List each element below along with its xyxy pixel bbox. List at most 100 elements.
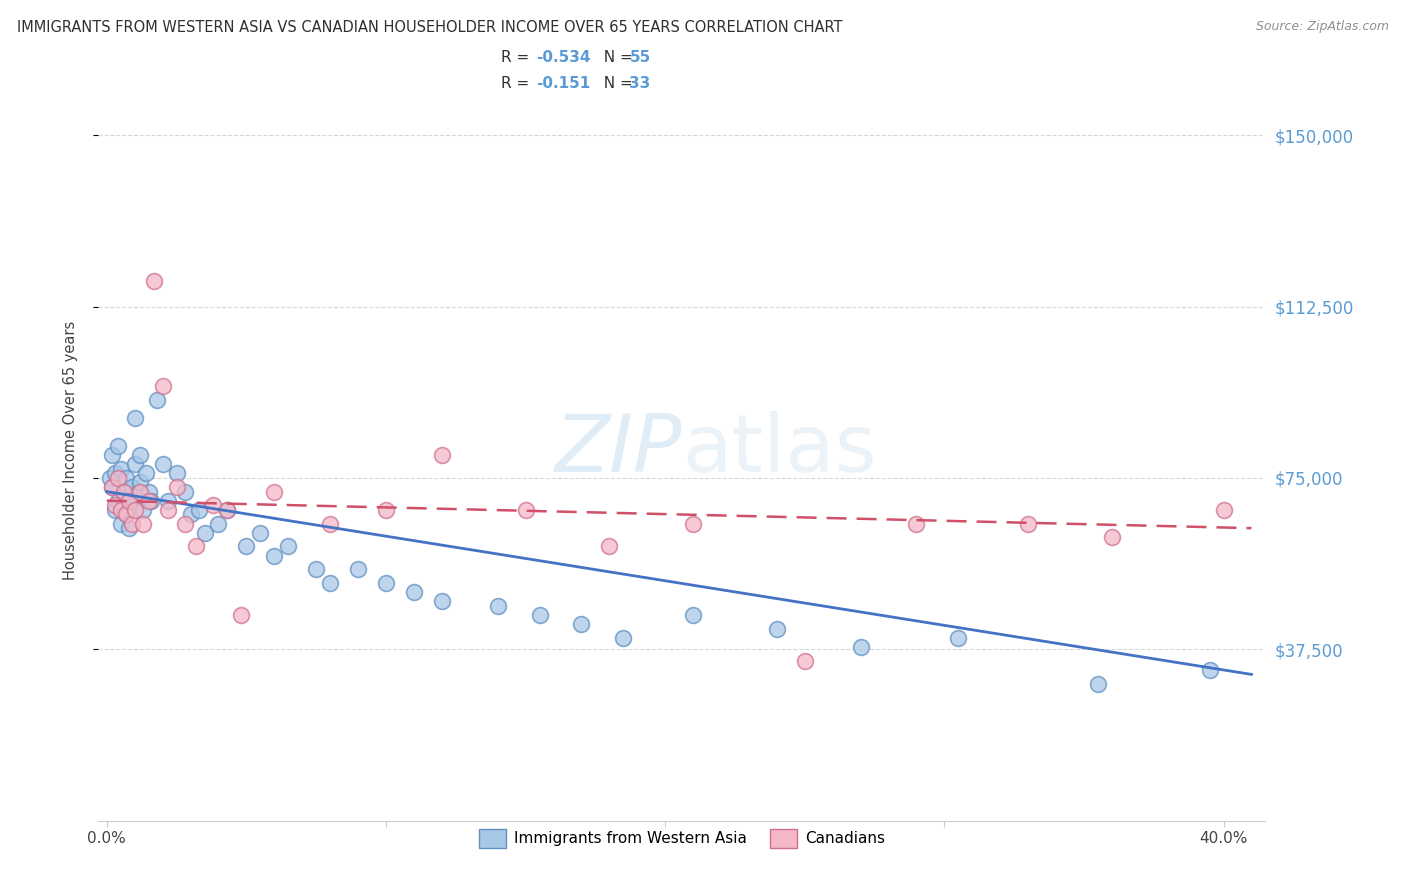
Point — [948, 631, 970, 645]
Point — [612, 631, 634, 645]
Point — [682, 516, 704, 531]
Point — [112, 484, 135, 499]
Point — [110, 461, 132, 475]
Point — [515, 503, 537, 517]
Point — [598, 540, 620, 554]
Point — [104, 467, 127, 481]
Point — [319, 516, 342, 531]
Legend: Immigrants from Western Asia, Canadians: Immigrants from Western Asia, Canadians — [472, 822, 891, 854]
Text: 33: 33 — [630, 77, 651, 91]
Point — [1212, 503, 1234, 517]
Point — [138, 484, 160, 499]
Point — [305, 562, 328, 576]
Point — [402, 585, 425, 599]
Point — [107, 471, 129, 485]
Point — [166, 467, 188, 481]
Point — [101, 480, 124, 494]
Point — [157, 493, 180, 508]
Point — [127, 484, 149, 499]
Point — [101, 480, 124, 494]
Point — [263, 549, 285, 563]
Point — [132, 516, 155, 531]
Point — [146, 393, 169, 408]
Point — [1017, 516, 1039, 531]
Point — [121, 480, 143, 494]
Point — [107, 439, 129, 453]
Point — [277, 540, 299, 554]
Point — [529, 607, 551, 622]
Point — [115, 508, 138, 522]
Point — [129, 448, 152, 462]
Point — [180, 508, 202, 522]
Point — [124, 503, 146, 517]
Point — [229, 607, 252, 622]
Point — [215, 503, 238, 517]
Point — [129, 484, 152, 499]
Text: 55: 55 — [630, 51, 651, 65]
Point — [571, 617, 593, 632]
Point — [132, 503, 155, 517]
Point — [201, 498, 224, 512]
Point — [1198, 663, 1220, 677]
Point — [110, 503, 132, 517]
Point — [104, 503, 127, 517]
Point — [166, 480, 188, 494]
Point — [110, 516, 132, 531]
Y-axis label: Householder Income Over 65 years: Householder Income Over 65 years — [63, 321, 77, 580]
Text: N =: N = — [595, 77, 638, 91]
Point — [129, 475, 152, 490]
Point — [486, 599, 509, 613]
Point — [115, 471, 138, 485]
Text: atlas: atlas — [682, 411, 876, 490]
Point — [115, 508, 138, 522]
Point — [174, 516, 197, 531]
Point — [101, 448, 124, 462]
Point — [141, 493, 163, 508]
Point — [207, 516, 229, 531]
Text: IMMIGRANTS FROM WESTERN ASIA VS CANADIAN HOUSEHOLDER INCOME OVER 65 YEARS CORREL: IMMIGRANTS FROM WESTERN ASIA VS CANADIAN… — [17, 20, 842, 35]
Text: Source: ZipAtlas.com: Source: ZipAtlas.com — [1256, 20, 1389, 33]
Point — [184, 540, 207, 554]
Point — [107, 493, 129, 508]
Text: -0.534: -0.534 — [536, 51, 591, 65]
Point — [152, 379, 174, 393]
Text: N =: N = — [595, 51, 638, 65]
Point — [849, 640, 872, 654]
Text: R =: R = — [501, 77, 534, 91]
Point — [347, 562, 370, 576]
Point — [157, 503, 180, 517]
Point — [124, 411, 146, 425]
Point — [375, 503, 398, 517]
Point — [135, 467, 157, 481]
Point — [263, 484, 285, 499]
Point — [1087, 676, 1109, 690]
Point — [682, 607, 704, 622]
Point — [187, 503, 209, 517]
Point — [121, 516, 143, 531]
Point — [1101, 530, 1123, 544]
Point — [430, 448, 453, 462]
Point — [118, 489, 141, 503]
Point — [124, 457, 146, 471]
Point — [138, 493, 160, 508]
Point — [235, 540, 257, 554]
Point — [118, 493, 141, 508]
Point — [249, 525, 271, 540]
Point — [766, 622, 789, 636]
Point — [112, 484, 135, 499]
Point — [174, 484, 197, 499]
Point — [112, 498, 135, 512]
Text: ZIP: ZIP — [554, 411, 682, 490]
Point — [152, 457, 174, 471]
Point — [375, 576, 398, 591]
Point — [104, 498, 127, 512]
Text: -0.151: -0.151 — [536, 77, 591, 91]
Point — [430, 594, 453, 608]
Text: R =: R = — [501, 51, 534, 65]
Point — [905, 516, 928, 531]
Point — [98, 471, 121, 485]
Point — [118, 521, 141, 535]
Point — [193, 525, 215, 540]
Point — [215, 503, 238, 517]
Point — [143, 274, 166, 288]
